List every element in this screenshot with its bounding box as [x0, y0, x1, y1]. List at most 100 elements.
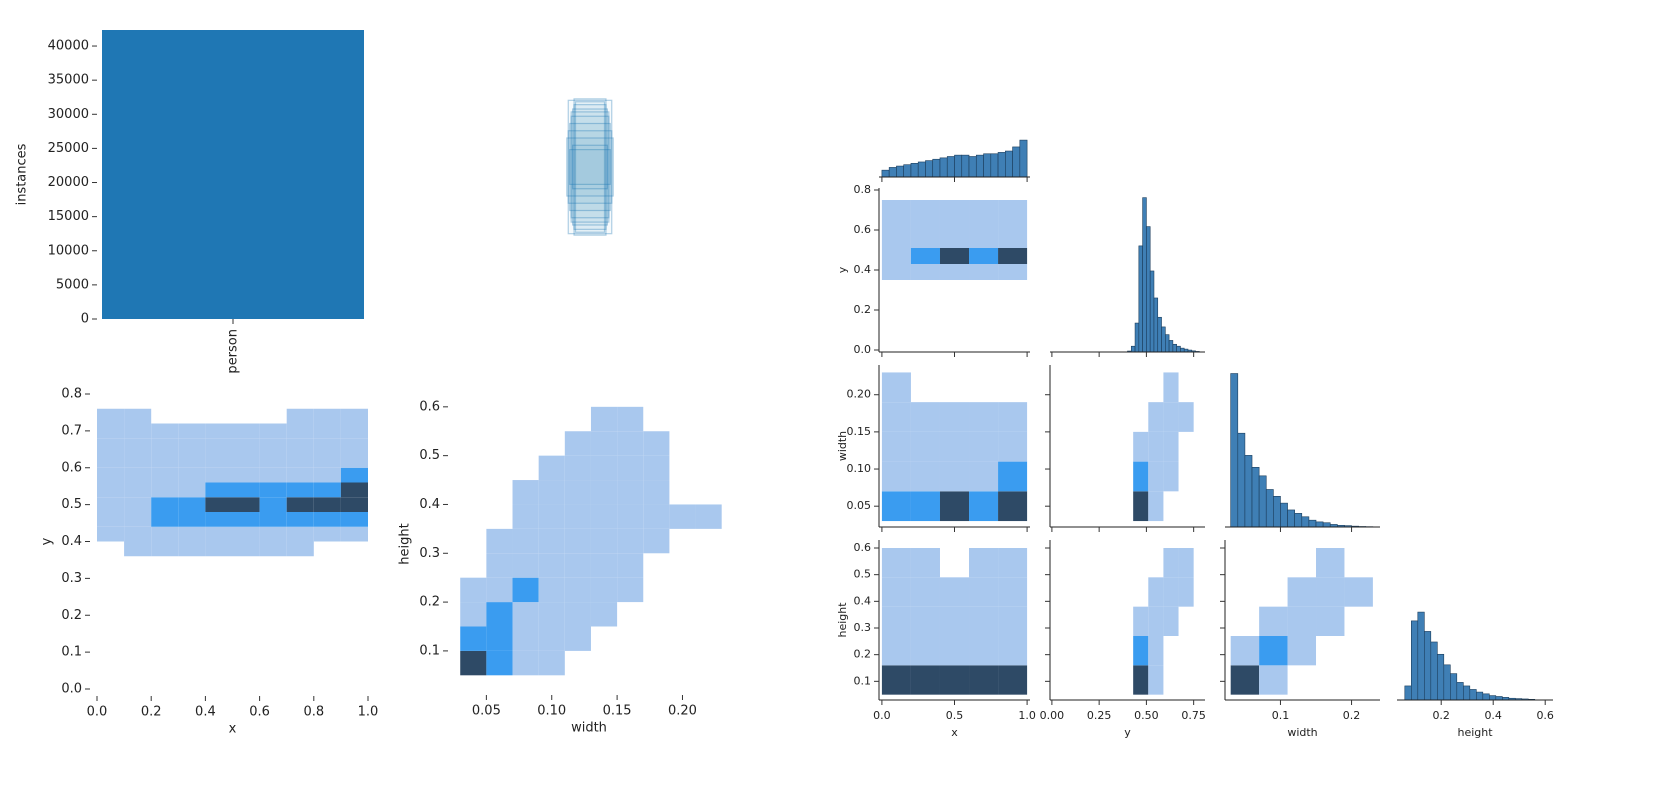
density-cell — [969, 200, 998, 216]
density-cell — [1179, 665, 1194, 694]
density-cell — [882, 577, 911, 606]
density-cell — [882, 248, 911, 264]
density-cell — [940, 402, 969, 432]
histogram-bar — [940, 158, 947, 177]
density-cell — [1316, 548, 1344, 577]
y-tick-label: 0.2 — [419, 595, 440, 610]
density-cell — [617, 407, 643, 431]
x-tick-label: 0.20 — [668, 704, 697, 719]
x-tick-label: 0.00 — [1040, 709, 1065, 722]
density-cell — [669, 553, 695, 577]
y-tick-label: 0.1 — [419, 643, 440, 658]
density-cell — [911, 402, 940, 432]
density-cell — [341, 542, 368, 557]
density-cell — [539, 431, 565, 455]
density-cell — [287, 468, 314, 483]
density-cell — [341, 453, 368, 468]
density-cell — [591, 626, 617, 650]
density-cell — [882, 402, 911, 432]
density-cell — [998, 548, 1027, 577]
density-cell — [617, 504, 643, 528]
density-cell — [882, 432, 911, 462]
density-cell — [1231, 548, 1259, 577]
density-cell — [591, 480, 617, 504]
density-cell — [669, 431, 695, 455]
density-cell — [591, 529, 617, 553]
density-cell — [341, 497, 368, 512]
density-cell — [233, 542, 260, 557]
density-cell — [591, 651, 617, 675]
density-cell — [882, 372, 911, 402]
density-cell — [1179, 372, 1194, 402]
density-cell — [287, 438, 314, 453]
histogram-bar — [1489, 696, 1496, 700]
density-cell — [460, 504, 486, 528]
histogram-bar — [947, 157, 954, 178]
density-cell — [969, 462, 998, 492]
density-cell — [178, 468, 205, 483]
density-cell — [314, 424, 341, 439]
density-cell — [643, 456, 669, 480]
density-cell — [97, 468, 124, 483]
y-tick-label: 0.0 — [854, 343, 872, 356]
histogram-bar — [955, 155, 962, 177]
x-axis-label: x — [229, 722, 237, 737]
density-cell — [513, 651, 539, 675]
density-cell — [314, 409, 341, 424]
histogram-bar — [1013, 147, 1020, 177]
density-cell — [124, 483, 151, 498]
density-cell — [178, 542, 205, 557]
density-cell — [1316, 665, 1344, 694]
density-cell — [565, 602, 591, 626]
density-cell — [1118, 548, 1133, 577]
density-cell — [1133, 636, 1148, 665]
histogram-bar — [1231, 374, 1238, 527]
density-cell — [233, 497, 260, 512]
y-tick-label: 0.6 — [854, 223, 872, 236]
density-cell — [260, 468, 287, 483]
density-cell — [696, 602, 722, 626]
histogram-bar — [1316, 522, 1323, 527]
y-tick-label: 5000 — [56, 277, 89, 292]
density-cell — [591, 602, 617, 626]
density-cell — [151, 497, 178, 512]
density-cell — [882, 548, 911, 577]
histogram-bar — [1470, 689, 1477, 700]
density-cell — [911, 607, 940, 636]
density-cell — [617, 480, 643, 504]
density-cell — [1344, 636, 1372, 665]
density-cell — [1316, 636, 1344, 665]
density-cell — [1179, 548, 1194, 577]
density-cell — [969, 402, 998, 432]
x-tick-label: 1.0 — [1018, 709, 1036, 722]
histogram-bar — [1139, 246, 1143, 352]
density-cell — [539, 504, 565, 528]
histogram-bar — [925, 161, 932, 177]
density-cell — [1148, 432, 1163, 462]
y-tick-label: 0.4 — [419, 497, 440, 512]
density-cell — [486, 529, 512, 553]
density-cell — [591, 553, 617, 577]
y-tick-label: 25000 — [48, 141, 89, 156]
histogram-bar — [1162, 327, 1166, 352]
density-cell — [998, 248, 1027, 264]
histogram-bar — [1245, 455, 1252, 527]
density-cell — [341, 483, 368, 498]
density-cell — [1231, 665, 1259, 694]
density-cell — [591, 456, 617, 480]
density-cell — [617, 602, 643, 626]
density-cell — [1133, 665, 1148, 694]
density-cell — [998, 264, 1027, 280]
x-tick-label: 0.50 — [1134, 709, 1159, 722]
density-cell — [205, 409, 232, 424]
density-cell — [998, 200, 1027, 216]
density-cell — [669, 602, 695, 626]
density-cell — [124, 542, 151, 557]
density-cell — [260, 483, 287, 498]
density-cell — [513, 626, 539, 650]
density-cell — [1133, 372, 1148, 402]
density-cell — [97, 542, 124, 557]
density-cell — [882, 264, 911, 280]
y-tick-label: 0.6 — [854, 541, 872, 554]
